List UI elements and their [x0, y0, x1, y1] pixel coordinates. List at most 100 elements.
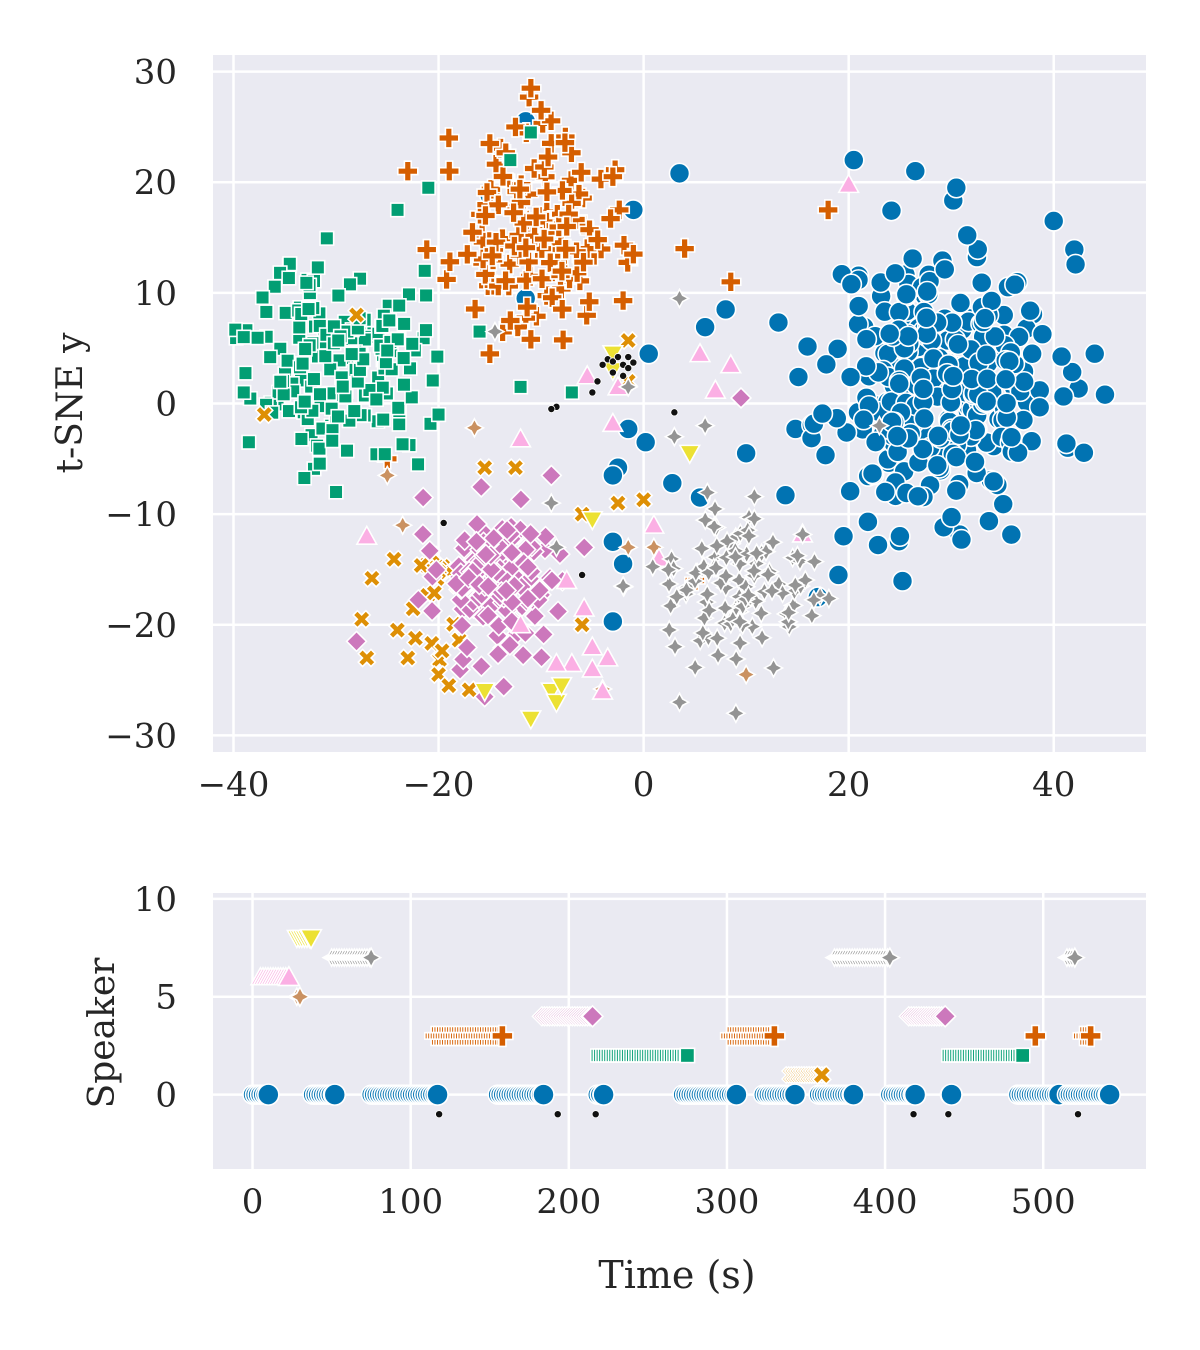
- tsne-x-tick-label: −40: [198, 765, 270, 805]
- point-speaker-0: [714, 298, 737, 321]
- point-speaker-2: [258, 304, 274, 320]
- point-speaker-0: [832, 525, 855, 548]
- point-speaker-4: [425, 558, 448, 581]
- point-speaker-0: [945, 479, 968, 502]
- tsne-x-tick-label: 20: [827, 765, 870, 805]
- timeline-marker-speaker-0: [783, 1083, 807, 1106]
- point-speaker-4: [532, 623, 555, 646]
- point-speaker-0: [1021, 342, 1043, 365]
- point-speaker-0: [814, 444, 837, 466]
- point-speaker-7: [803, 550, 826, 573]
- point-speaker-3: [492, 165, 514, 188]
- point-speaker-4: [500, 541, 523, 564]
- point-speaker-0: [1061, 361, 1083, 383]
- point-speaker-3: [531, 267, 553, 290]
- point-speaker-0: [1055, 432, 1078, 455]
- point-speaker-0: [945, 176, 968, 199]
- point-speaker-7: [691, 537, 713, 560]
- point-speaker-3: [586, 228, 609, 251]
- point-speaker-5: [463, 417, 486, 439]
- point-speaker-6: [509, 613, 532, 634]
- point-speaker-8: [550, 676, 573, 698]
- point-speaker-2: [418, 287, 434, 304]
- point-speaker-7: [484, 320, 506, 343]
- point-speaker-0: [891, 570, 914, 592]
- point-speaker-3: [608, 199, 631, 221]
- point-speaker-6: [704, 378, 727, 399]
- point-speaker--1: [593, 377, 602, 386]
- point-speaker-0: [1050, 345, 1073, 368]
- point-speaker-7: [757, 563, 779, 586]
- tsne-y-tick-label: −30: [105, 716, 177, 756]
- point-speaker-0: [949, 292, 972, 314]
- point-speaker-0: [964, 451, 986, 473]
- point-speaker-2: [375, 411, 391, 428]
- point-speaker-6: [581, 635, 604, 656]
- point-speaker-6: [642, 513, 666, 534]
- point-speaker-1: [346, 305, 367, 325]
- point-speaker-4: [474, 543, 497, 566]
- point-speaker-0: [975, 390, 998, 413]
- point-speaker-7: [658, 573, 680, 595]
- point-speaker-1: [618, 330, 638, 351]
- timeline-x-tick-label: 0: [242, 1182, 264, 1222]
- point-speaker-2: [420, 180, 436, 196]
- point-speaker-6: [601, 411, 625, 433]
- point-speaker-2: [404, 389, 420, 405]
- point-speaker-6: [719, 353, 743, 374]
- point-speaker-7: [707, 644, 729, 666]
- point-speaker-2: [312, 456, 328, 472]
- point-speaker-3: [479, 132, 501, 155]
- point-speaker-6: [581, 657, 604, 678]
- timeline-y-tick-label: 0: [155, 1076, 177, 1116]
- point-speaker-7: [698, 599, 720, 621]
- point-speaker-0: [927, 425, 949, 447]
- point-speaker-0: [857, 511, 879, 533]
- point-speaker-2: [425, 372, 441, 389]
- point-speaker-7: [545, 536, 568, 559]
- tsne-y-tick-label: 20: [134, 163, 177, 203]
- point-speaker-7: [738, 525, 760, 547]
- point-speaker-6: [591, 679, 614, 700]
- point-speaker-4: [492, 675, 515, 698]
- point-speaker-3: [551, 179, 574, 202]
- point-speaker-4: [509, 488, 532, 511]
- point-speaker-3: [602, 165, 624, 188]
- timeline-x-tick-label: 100: [378, 1182, 443, 1222]
- point-speaker-7: [801, 604, 823, 627]
- point-speaker-0: [956, 224, 979, 247]
- point-speaker-4: [530, 646, 553, 669]
- point-speaker-4: [470, 475, 493, 498]
- timeline-marker-speaker-0: [842, 1083, 865, 1106]
- tsne-panel: −40 −20 0 20 40 −30 −20 −10 0 10 20 30 t-SNE y: [50, 53, 1146, 805]
- point-speaker-3: [530, 99, 552, 122]
- point-speaker-3: [503, 235, 526, 257]
- point-speaker--1: [619, 371, 628, 380]
- point-speaker-5: [391, 514, 414, 536]
- point-speaker-4: [519, 522, 542, 545]
- point-speaker-0: [1031, 323, 1054, 345]
- timeline-marker-speaker-1: [811, 1064, 832, 1086]
- point-speaker-7: [803, 589, 825, 611]
- point-speaker-2: [278, 305, 294, 321]
- point-speaker-0: [913, 407, 936, 430]
- point-speaker-2: [236, 329, 252, 345]
- point-speaker-4: [470, 655, 493, 678]
- point-speaker--1: [578, 570, 587, 579]
- point-speaker-2: [396, 350, 412, 366]
- point-speaker-3: [572, 251, 595, 273]
- point-speaker-3: [397, 160, 419, 182]
- point-speaker-6: [509, 427, 532, 448]
- point-speaker-6: [545, 651, 568, 673]
- point-speaker-2: [241, 434, 257, 450]
- point-speaker-7: [750, 602, 772, 625]
- point-speaker-2: [379, 342, 395, 359]
- point-speaker-8: [540, 682, 563, 703]
- timeline-marker-speaker-3: [763, 1024, 786, 1048]
- point-speaker-2: [306, 371, 322, 387]
- point-speaker-4: [495, 579, 518, 602]
- point-speaker-2: [512, 379, 529, 395]
- point-speaker-2: [276, 386, 292, 402]
- point-speaker-7: [657, 559, 680, 581]
- timeline-marker-speaker-0: [323, 1083, 347, 1106]
